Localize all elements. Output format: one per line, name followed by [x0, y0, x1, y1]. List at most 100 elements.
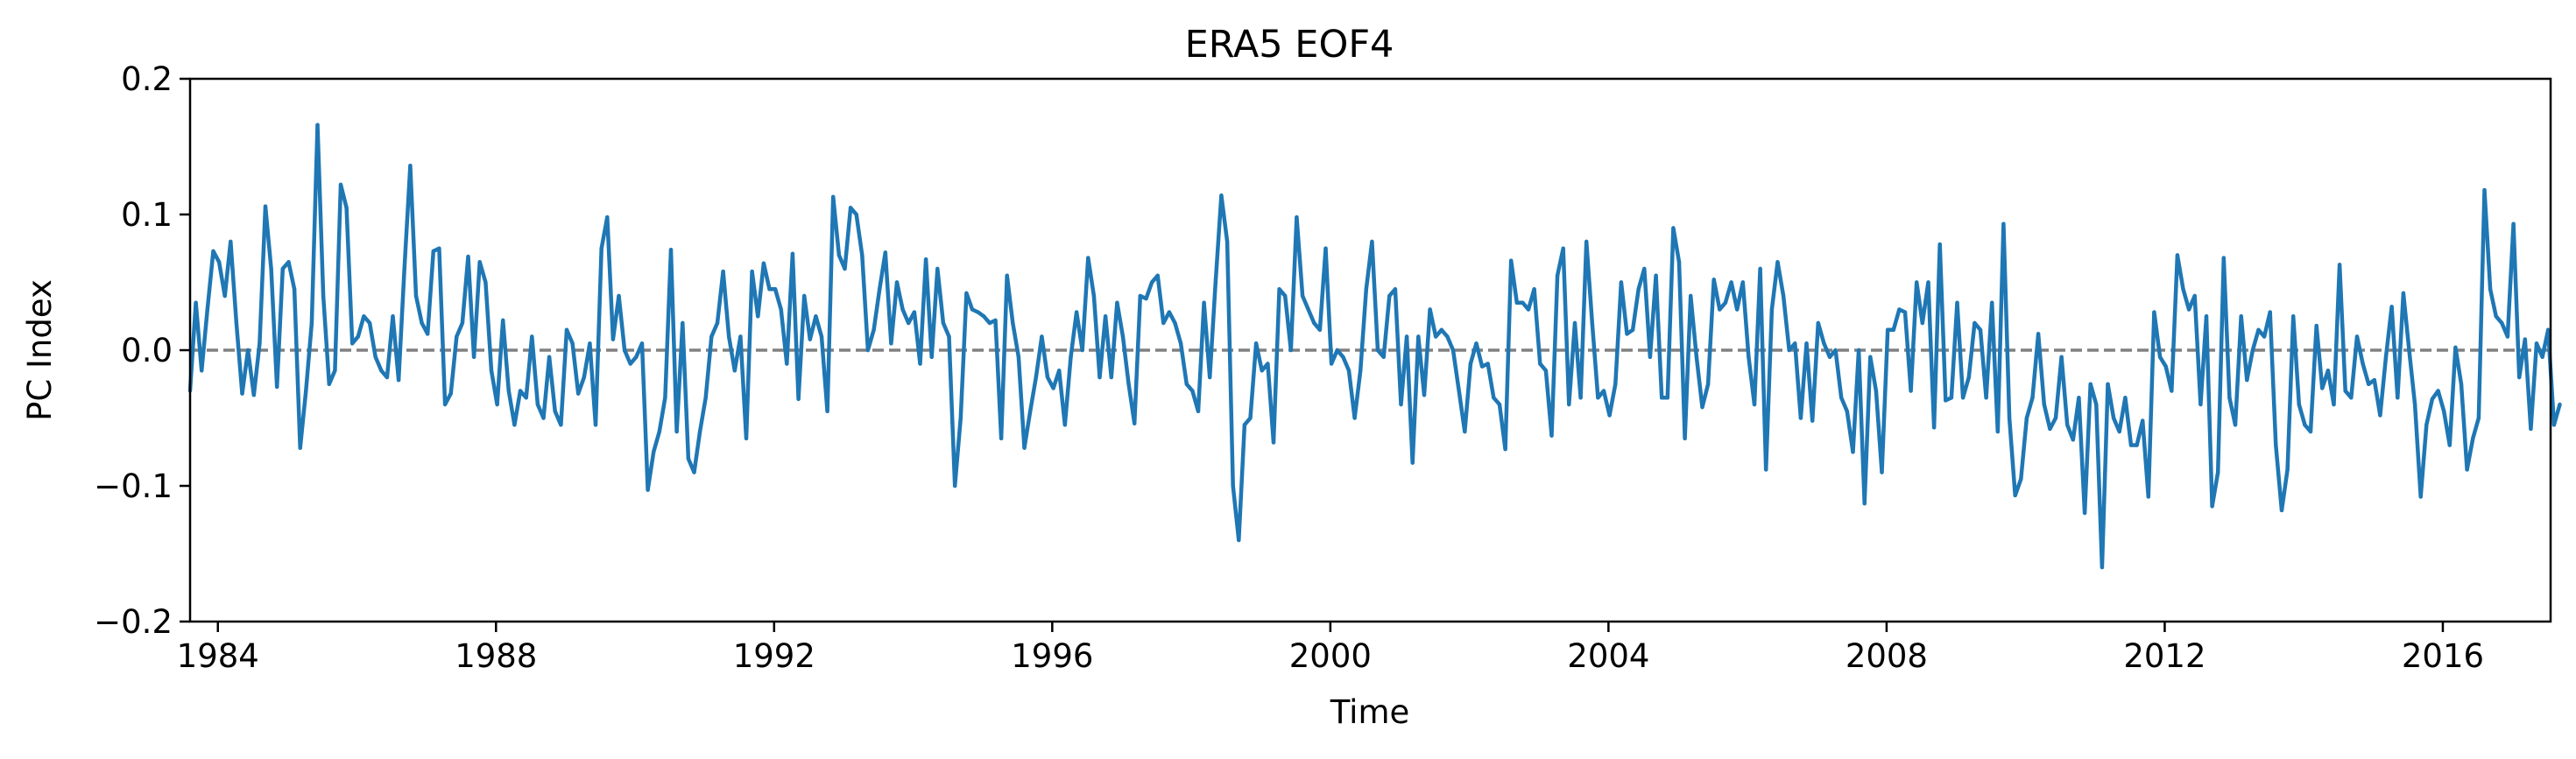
data-point	[1868, 355, 1873, 359]
data-point	[2308, 429, 2313, 434]
data-point	[1202, 300, 1206, 305]
data-point	[831, 194, 836, 200]
data-point	[1973, 320, 1977, 326]
data-point	[564, 327, 569, 332]
data-point	[732, 369, 737, 373]
data-point	[448, 391, 453, 396]
data-point	[1173, 320, 1177, 326]
data-point	[2471, 436, 2475, 440]
data-point	[1422, 393, 1427, 397]
data-point	[553, 409, 557, 413]
data-point	[1874, 389, 1879, 393]
data-point	[327, 382, 331, 386]
data-point	[646, 488, 650, 492]
data-point	[1856, 348, 1861, 353]
data-point	[2517, 375, 2522, 380]
data-point	[1468, 362, 1473, 366]
data-point	[1503, 446, 1507, 452]
data-point	[1886, 327, 1890, 332]
data-point	[2529, 426, 2533, 432]
data-point	[1445, 334, 1450, 339]
data-point	[2407, 348, 2411, 353]
data-point	[1509, 258, 1514, 263]
data-point	[1103, 314, 1108, 319]
data-point	[1474, 341, 1479, 346]
data-point	[2436, 389, 2440, 393]
data-point	[466, 254, 470, 259]
data-point	[1636, 287, 1641, 292]
data-point	[321, 293, 326, 299]
data-point	[2256, 327, 2261, 332]
data-point	[541, 416, 546, 420]
data-point	[1630, 327, 1635, 332]
data-point	[1479, 364, 1485, 369]
data-point	[819, 334, 824, 339]
data-point	[865, 348, 871, 353]
data-point	[1497, 402, 1502, 407]
data-point	[802, 293, 807, 299]
data-point	[1074, 310, 1079, 314]
chart-title: ERA5 EOF4	[1185, 23, 1394, 67]
data-point	[657, 429, 661, 434]
data-point	[2303, 423, 2307, 427]
data-point	[2291, 314, 2296, 319]
data-point	[1393, 287, 1398, 292]
data-point	[1011, 320, 1015, 326]
data-point	[2488, 287, 2493, 292]
data-point	[1300, 293, 1305, 299]
data-point	[993, 318, 998, 323]
data-point	[2320, 386, 2325, 390]
data-point	[489, 369, 494, 373]
data-point	[292, 287, 297, 292]
x-tick-label: 1992	[733, 637, 815, 675]
data-point	[622, 348, 627, 353]
data-point	[2128, 443, 2134, 447]
data-point	[1955, 300, 1959, 305]
data-point	[1752, 402, 1757, 407]
data-point	[1555, 273, 1560, 278]
data-point	[1909, 389, 1913, 393]
data-point	[947, 334, 951, 339]
data-point	[222, 293, 227, 299]
data-point	[2500, 320, 2504, 326]
data-point	[697, 429, 702, 434]
data-point	[1080, 348, 1084, 353]
data-point	[1572, 320, 1577, 326]
data-point	[1729, 280, 1733, 285]
data-point	[194, 300, 198, 305]
y-tick-label: 0.2	[121, 60, 173, 98]
data-point	[1450, 348, 1456, 353]
data-point	[1492, 396, 1496, 400]
data-point	[878, 287, 882, 292]
data-point	[2239, 314, 2243, 319]
data-point	[1260, 369, 1264, 373]
x-tick-label: 1996	[1011, 637, 1093, 675]
data-point	[362, 314, 366, 319]
data-point	[588, 341, 592, 346]
data-point	[1960, 396, 1966, 400]
data-point	[2459, 382, 2464, 386]
x-tick-label: 2004	[1567, 637, 1649, 675]
data-point	[814, 314, 818, 319]
data-point	[1213, 280, 1218, 285]
data-point	[1219, 193, 1224, 198]
data-point	[1306, 307, 1310, 312]
data-point	[889, 341, 893, 346]
data-point	[1781, 293, 1786, 299]
data-point	[721, 269, 725, 274]
data-point	[530, 334, 534, 339]
data-point	[373, 355, 378, 359]
data-point	[652, 450, 656, 454]
data-point	[1683, 436, 1687, 440]
data-point	[420, 320, 424, 326]
data-point	[1705, 382, 1711, 386]
data-point	[1370, 239, 1374, 244]
data-point	[477, 260, 482, 264]
data-point	[1665, 396, 1670, 400]
data-point	[333, 369, 337, 373]
data-point	[738, 334, 743, 339]
data-point	[1335, 348, 1339, 353]
data-point	[750, 269, 754, 274]
data-point	[1740, 280, 1746, 285]
data-point	[1521, 300, 1525, 305]
